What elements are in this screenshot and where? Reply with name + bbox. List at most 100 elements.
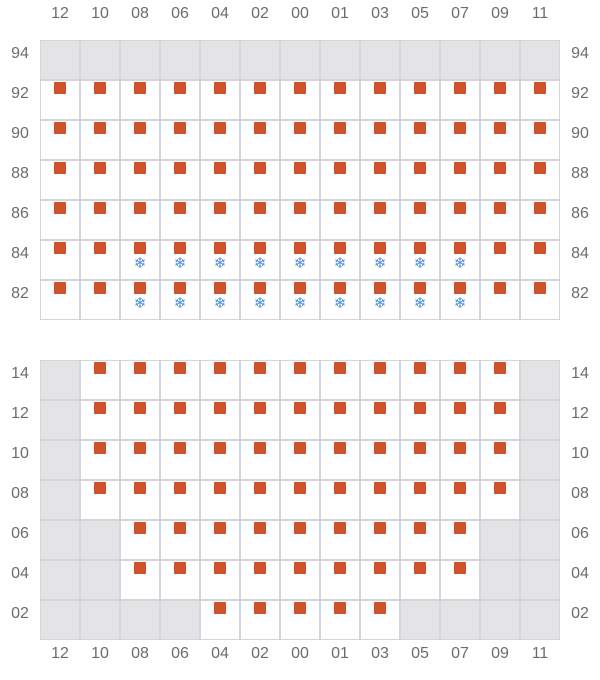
occupied-cell[interactable]: [361, 401, 399, 439]
occupied-cell[interactable]: [481, 241, 519, 279]
occupied-cell[interactable]: [321, 601, 359, 639]
occupied-cell[interactable]: [521, 121, 559, 159]
occupied-cell[interactable]: [241, 201, 279, 239]
occupied-cell[interactable]: ❄: [321, 281, 359, 319]
occupied-cell[interactable]: ❄: [241, 281, 279, 319]
occupied-cell[interactable]: ❄: [441, 281, 479, 319]
occupied-cell[interactable]: ❄: [401, 241, 439, 279]
occupied-cell[interactable]: [161, 441, 199, 479]
occupied-cell[interactable]: ❄: [321, 241, 359, 279]
occupied-cell[interactable]: [241, 121, 279, 159]
occupied-cell[interactable]: [241, 161, 279, 199]
occupied-cell[interactable]: [81, 361, 119, 399]
occupied-cell[interactable]: [441, 201, 479, 239]
occupied-cell[interactable]: [41, 201, 79, 239]
occupied-cell[interactable]: [121, 441, 159, 479]
occupied-cell[interactable]: ❄: [161, 281, 199, 319]
occupied-cell[interactable]: [81, 481, 119, 519]
occupied-cell[interactable]: [81, 401, 119, 439]
occupied-cell[interactable]: [401, 201, 439, 239]
occupied-cell[interactable]: [241, 561, 279, 599]
occupied-cell[interactable]: [521, 81, 559, 119]
occupied-cell[interactable]: [281, 561, 319, 599]
occupied-cell[interactable]: [281, 161, 319, 199]
occupied-cell[interactable]: [281, 481, 319, 519]
occupied-cell[interactable]: [321, 401, 359, 439]
occupied-cell[interactable]: [201, 561, 239, 599]
occupied-cell[interactable]: [401, 561, 439, 599]
occupied-cell[interactable]: [121, 521, 159, 559]
occupied-cell[interactable]: [241, 441, 279, 479]
occupied-cell[interactable]: ❄: [201, 241, 239, 279]
occupied-cell[interactable]: [81, 81, 119, 119]
occupied-cell[interactable]: ❄: [281, 281, 319, 319]
occupied-cell[interactable]: [241, 361, 279, 399]
occupied-cell[interactable]: [481, 481, 519, 519]
occupied-cell[interactable]: [481, 361, 519, 399]
occupied-cell[interactable]: [161, 521, 199, 559]
occupied-cell[interactable]: [441, 441, 479, 479]
occupied-cell[interactable]: [361, 441, 399, 479]
occupied-cell[interactable]: [401, 361, 439, 399]
occupied-cell[interactable]: [401, 401, 439, 439]
occupied-cell[interactable]: [121, 401, 159, 439]
occupied-cell[interactable]: [481, 161, 519, 199]
occupied-cell[interactable]: [481, 121, 519, 159]
occupied-cell[interactable]: [281, 81, 319, 119]
occupied-cell[interactable]: [81, 161, 119, 199]
occupied-cell[interactable]: [361, 601, 399, 639]
occupied-cell[interactable]: [201, 401, 239, 439]
occupied-cell[interactable]: [81, 201, 119, 239]
occupied-cell[interactable]: [441, 521, 479, 559]
occupied-cell[interactable]: [441, 361, 479, 399]
occupied-cell[interactable]: [241, 601, 279, 639]
occupied-cell[interactable]: [321, 521, 359, 559]
occupied-cell[interactable]: [161, 481, 199, 519]
occupied-cell[interactable]: [41, 121, 79, 159]
occupied-cell[interactable]: [201, 81, 239, 119]
occupied-cell[interactable]: ❄: [161, 241, 199, 279]
occupied-cell[interactable]: [321, 161, 359, 199]
occupied-cell[interactable]: [241, 401, 279, 439]
occupied-cell[interactable]: [121, 161, 159, 199]
occupied-cell[interactable]: [321, 441, 359, 479]
occupied-cell[interactable]: [121, 481, 159, 519]
occupied-cell[interactable]: [441, 121, 479, 159]
occupied-cell[interactable]: [521, 241, 559, 279]
occupied-cell[interactable]: [361, 521, 399, 559]
occupied-cell[interactable]: ❄: [401, 281, 439, 319]
occupied-cell[interactable]: [121, 561, 159, 599]
occupied-cell[interactable]: ❄: [281, 241, 319, 279]
occupied-cell[interactable]: [201, 481, 239, 519]
occupied-cell[interactable]: [161, 401, 199, 439]
occupied-cell[interactable]: [321, 481, 359, 519]
occupied-cell[interactable]: [401, 81, 439, 119]
occupied-cell[interactable]: [401, 121, 439, 159]
occupied-cell[interactable]: [361, 161, 399, 199]
occupied-cell[interactable]: [401, 441, 439, 479]
occupied-cell[interactable]: ❄: [361, 241, 399, 279]
occupied-cell[interactable]: [241, 81, 279, 119]
occupied-cell[interactable]: [41, 281, 79, 319]
occupied-cell[interactable]: [41, 81, 79, 119]
occupied-cell[interactable]: [121, 201, 159, 239]
occupied-cell[interactable]: [201, 161, 239, 199]
occupied-cell[interactable]: [81, 241, 119, 279]
occupied-cell[interactable]: [481, 281, 519, 319]
occupied-cell[interactable]: [241, 481, 279, 519]
occupied-cell[interactable]: ❄: [201, 281, 239, 319]
occupied-cell[interactable]: [201, 601, 239, 639]
occupied-cell[interactable]: [201, 361, 239, 399]
occupied-cell[interactable]: [201, 521, 239, 559]
occupied-cell[interactable]: [441, 161, 479, 199]
occupied-cell[interactable]: [481, 441, 519, 479]
occupied-cell[interactable]: ❄: [361, 281, 399, 319]
occupied-cell[interactable]: [321, 561, 359, 599]
occupied-cell[interactable]: [161, 121, 199, 159]
occupied-cell[interactable]: ❄: [121, 241, 159, 279]
occupied-cell[interactable]: [121, 81, 159, 119]
occupied-cell[interactable]: [241, 521, 279, 559]
occupied-cell[interactable]: [521, 201, 559, 239]
occupied-cell[interactable]: [41, 161, 79, 199]
occupied-cell[interactable]: [361, 121, 399, 159]
